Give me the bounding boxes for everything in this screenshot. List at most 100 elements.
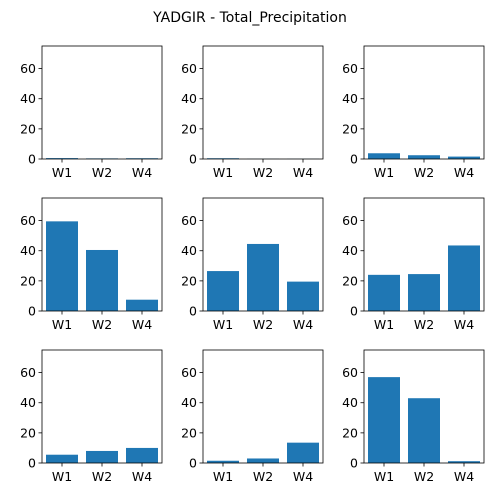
y-tick-label: 60	[342, 61, 358, 76]
x-tick-label: W1	[374, 165, 394, 180]
y-tick-label: 40	[342, 243, 358, 258]
x-tick-label: W2	[414, 165, 434, 180]
bar-w1	[368, 153, 400, 159]
subplot-8: 0 20 40 60 W1 W2 W4	[181, 349, 324, 484]
y-tick-label: 60	[181, 213, 197, 228]
bar-w1	[46, 221, 78, 311]
x-tick-label: W2	[253, 469, 273, 484]
bar-w1	[368, 274, 400, 311]
bar-w1	[46, 454, 78, 463]
y-tick-label: 40	[20, 91, 36, 106]
x-tick-label: W1	[213, 317, 233, 332]
y-tick-label: 0	[350, 152, 358, 167]
y-tick-label: 60	[342, 213, 358, 228]
x-tick-label: W4	[132, 165, 152, 180]
x-tick-label: W1	[52, 469, 72, 484]
y-tick-label: 20	[20, 121, 36, 136]
subplot-6: 0 20 40 60 W1 W2 W4	[342, 197, 485, 332]
bar-w4	[448, 461, 480, 463]
y-tick-label: 60	[181, 365, 197, 380]
x-tick-label: W4	[132, 469, 152, 484]
bar-w1	[207, 271, 239, 311]
y-tick-label: 60	[20, 365, 36, 380]
y-tick-label: 20	[342, 121, 358, 136]
x-tick-label: W2	[414, 469, 434, 484]
y-tick-label: 20	[342, 425, 358, 440]
bar-w2	[247, 243, 279, 311]
axes-frame	[202, 45, 324, 160]
x-tick-label: W2	[414, 317, 434, 332]
subplot-4: 0 20 40 60 W1 W2 W4	[20, 197, 163, 332]
figure-title: YADGIR - Total_Precipitation	[152, 10, 347, 26]
y-tick-label: 20	[181, 121, 197, 136]
axes-frame	[363, 45, 485, 160]
bar-w2	[408, 398, 440, 463]
y-tick-label: 0	[189, 456, 197, 471]
y-tick-label: 0	[189, 152, 197, 167]
y-tick-label: 40	[181, 395, 197, 410]
y-tick-label: 40	[342, 395, 358, 410]
bar-w4	[287, 281, 319, 311]
y-tick-label: 20	[20, 425, 36, 440]
bar-w1	[368, 377, 400, 463]
y-tick-label: 0	[28, 304, 36, 319]
y-tick-label: 20	[20, 273, 36, 288]
subplot-7: 0 20 40 60 W1 W2 W4	[20, 349, 163, 484]
y-tick-label: 0	[28, 152, 36, 167]
subplot-2: 0 20 40 60 W1 W2 W4	[181, 45, 324, 180]
bar-w2	[86, 249, 118, 311]
y-tick-label: 60	[181, 61, 197, 76]
x-tick-label: W4	[293, 317, 313, 332]
y-tick-label: 0	[189, 304, 197, 319]
y-tick-label: 40	[181, 243, 197, 258]
x-tick-label: W1	[52, 165, 72, 180]
x-tick-label: W2	[253, 317, 273, 332]
x-tick-label: W2	[253, 165, 273, 180]
axes-frame	[41, 349, 163, 464]
x-tick-label: W4	[293, 469, 313, 484]
bar-w2	[408, 274, 440, 311]
axes-frame	[41, 45, 163, 160]
y-tick-label: 20	[181, 273, 197, 288]
bar-w4	[448, 245, 480, 311]
y-tick-label: 20	[342, 273, 358, 288]
x-tick-label: W1	[52, 317, 72, 332]
subplot-3: 0 20 40 60 W1 W2 W4	[342, 45, 485, 180]
x-tick-label: W1	[374, 469, 394, 484]
y-tick-label: 40	[20, 243, 36, 258]
subplot-5: 0 20 40 60 W1 W2 W4	[181, 197, 324, 332]
x-tick-label: W1	[213, 165, 233, 180]
y-tick-label: 0	[28, 456, 36, 471]
y-tick-label: 0	[350, 456, 358, 471]
x-tick-label: W1	[213, 469, 233, 484]
x-tick-label: W4	[454, 165, 474, 180]
bar-w4	[287, 442, 319, 463]
subplot-1: 0 20 40 60 W1 W2 W4	[20, 45, 163, 180]
x-tick-label: W2	[92, 165, 112, 180]
x-tick-label: W4	[293, 165, 313, 180]
y-tick-label: 20	[181, 425, 197, 440]
x-tick-label: W2	[92, 469, 112, 484]
bar-w1	[207, 460, 239, 463]
y-tick-label: 60	[342, 365, 358, 380]
y-tick-label: 40	[181, 91, 197, 106]
bar-w4	[126, 299, 158, 311]
x-tick-label: W4	[132, 317, 152, 332]
x-tick-label: W1	[374, 317, 394, 332]
bar-w4	[448, 156, 480, 159]
bar-w2	[408, 155, 440, 159]
y-tick-label: 60	[20, 213, 36, 228]
bar-w2	[86, 450, 118, 463]
y-tick-label: 40	[342, 91, 358, 106]
y-tick-label: 40	[20, 395, 36, 410]
y-tick-label: 0	[350, 304, 358, 319]
x-tick-label: W4	[454, 469, 474, 484]
x-tick-label: W4	[454, 317, 474, 332]
bar-w4	[126, 447, 158, 463]
x-tick-label: W2	[92, 317, 112, 332]
subplot-9: 0 20 40 60 W1 W2 W4	[342, 349, 485, 484]
bar-w2	[247, 458, 279, 463]
y-tick-label: 60	[20, 61, 36, 76]
